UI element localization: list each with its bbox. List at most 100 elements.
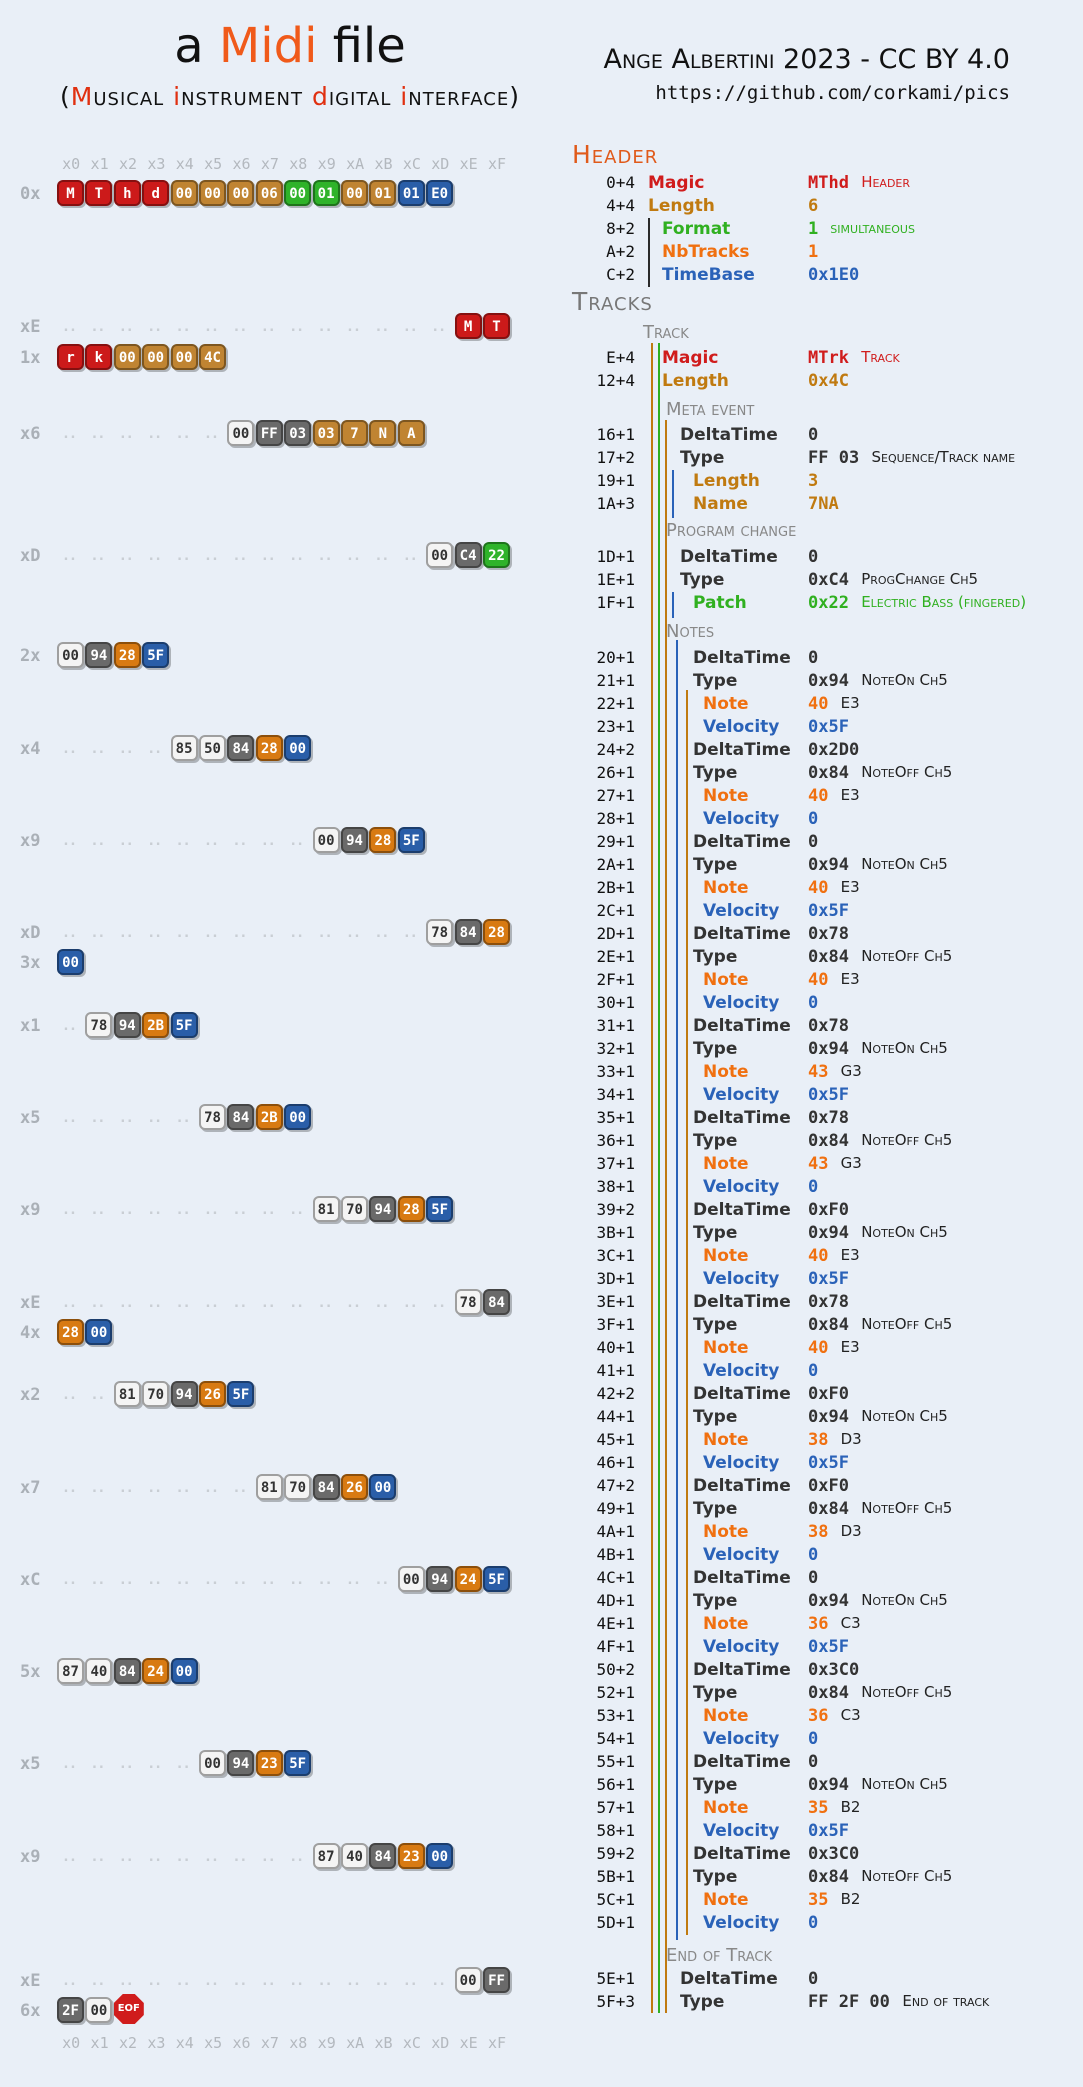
field-value: 1 bbox=[808, 219, 819, 239]
field-row: 30+1 Velocity 0 bbox=[560, 993, 1080, 1013]
empty-byte: .. bbox=[91, 834, 106, 849]
field-offset: 17+2 bbox=[596, 448, 635, 467]
field-name: DeltaTime bbox=[693, 832, 791, 852]
column-label: x9 bbox=[317, 2034, 336, 2052]
field-row: C+2 TimeBase 0x1E0 bbox=[560, 265, 1080, 285]
row-offset-label: xE bbox=[20, 1971, 41, 1991]
field-value: 0x84 bbox=[808, 947, 849, 967]
hex-byte: 28 bbox=[369, 827, 397, 853]
field-value: 0xF0 bbox=[808, 1200, 849, 1220]
hex-byte: 84 bbox=[369, 1843, 397, 1869]
field-comment: NoteOff Ch5 bbox=[861, 947, 953, 965]
field-comment: NoteOn Ch5 bbox=[861, 1407, 948, 1425]
empty-byte: .. bbox=[290, 1296, 305, 1311]
field-row: 4C+1 DeltaTime 0 bbox=[560, 1568, 1080, 1588]
field-offset: 4D+1 bbox=[596, 1591, 635, 1610]
empty-byte: .. bbox=[63, 320, 78, 335]
empty-byte: .. bbox=[148, 742, 163, 757]
section-program: Program change bbox=[666, 520, 797, 541]
field-row: 3C+1 Note 40 E3 bbox=[560, 1246, 1080, 1266]
empty-byte: .. bbox=[205, 1481, 220, 1496]
field-value: 0x5F bbox=[808, 1637, 849, 1657]
field-row: 34+1 Velocity 0x5F bbox=[560, 1085, 1080, 1105]
field-row: 20+1 DeltaTime 0 bbox=[560, 648, 1080, 668]
field-name: Velocity bbox=[703, 1177, 780, 1197]
field-row: 5B+1 Type 0x84 NoteOff Ch5 bbox=[560, 1867, 1080, 1887]
field-name: Note bbox=[703, 1614, 749, 1634]
empty-byte: .. bbox=[177, 1850, 192, 1865]
field-name: Length bbox=[693, 471, 760, 491]
hex-byte: 78 bbox=[199, 1104, 226, 1130]
column-label: xE bbox=[459, 2034, 478, 2052]
hex-byte: N bbox=[369, 420, 397, 446]
hex-byte: 00 bbox=[227, 180, 255, 206]
row-offset-label: xE bbox=[20, 317, 41, 337]
hex-byte: 00 bbox=[57, 642, 84, 668]
column-label: xD bbox=[431, 2034, 450, 2052]
field-row: 12+4 Length 0x4C bbox=[560, 371, 1080, 391]
field-value: MTrk bbox=[808, 348, 849, 368]
hex-byte: 00 bbox=[426, 542, 454, 568]
field-comment: NoteOn Ch5 bbox=[861, 671, 948, 689]
empty-byte: .. bbox=[319, 1296, 334, 1311]
column-label: x3 bbox=[147, 2034, 166, 2052]
field-name: Type bbox=[693, 1131, 738, 1151]
field-name: Type bbox=[680, 1992, 725, 2012]
field-row: 55+1 DeltaTime 0 bbox=[560, 1752, 1080, 1772]
field-offset: 5D+1 bbox=[596, 1913, 635, 1932]
field-value: 43 bbox=[808, 1154, 829, 1174]
hex-byte: 00 bbox=[426, 1843, 454, 1869]
field-offset: 4F+1 bbox=[596, 1637, 635, 1656]
empty-byte: .. bbox=[120, 1481, 135, 1496]
empty-byte: .. bbox=[375, 320, 390, 335]
field-value: 0x5F bbox=[808, 1269, 849, 1289]
field-value: FF 03 bbox=[808, 448, 860, 468]
field-comment: E3 bbox=[840, 1246, 860, 1264]
hex-byte: 78 bbox=[426, 919, 454, 945]
hex-byte: 06 bbox=[255, 180, 283, 206]
field-row: 22+1 Note 40 E3 bbox=[560, 694, 1080, 714]
field-offset: 31+1 bbox=[596, 1016, 635, 1035]
field-offset: 2B+1 bbox=[596, 878, 635, 897]
field-offset: 30+1 bbox=[596, 993, 635, 1012]
field-name: Note bbox=[703, 1706, 749, 1726]
field-value: 35 bbox=[808, 1798, 829, 1818]
field-comment: NoteOff Ch5 bbox=[861, 1499, 953, 1517]
field-offset: 24+2 bbox=[596, 740, 635, 759]
field-row: 44+1 Type 0x94 NoteOn Ch5 bbox=[560, 1407, 1080, 1427]
empty-byte: .. bbox=[91, 427, 106, 442]
field-value: 0x94 bbox=[808, 671, 849, 691]
subtitle-word-1: usical bbox=[93, 82, 174, 111]
hex-byte: 00 bbox=[454, 1967, 482, 1993]
empty-byte: .. bbox=[177, 1573, 192, 1588]
field-name: Velocity bbox=[703, 901, 780, 921]
row-offset-label: xD bbox=[20, 546, 41, 566]
field-offset: 40+1 bbox=[596, 1338, 635, 1357]
empty-byte: .. bbox=[262, 1573, 277, 1588]
empty-byte: .. bbox=[63, 1481, 78, 1496]
field-value: 0 bbox=[808, 809, 819, 829]
hex-byte: 00 bbox=[85, 1319, 113, 1345]
field-row: 4E+1 Note 36 C3 bbox=[560, 1614, 1080, 1634]
field-row: 19+1 Length 3 bbox=[560, 471, 1080, 491]
row-offset-label: x9 bbox=[20, 1847, 41, 1867]
field-comment: C3 bbox=[840, 1706, 861, 1724]
field-row: 1D+1 DeltaTime 0 bbox=[560, 547, 1080, 567]
field-name: Velocity bbox=[703, 1637, 780, 1657]
hex-byte: 00 bbox=[284, 1104, 312, 1130]
empty-byte: .. bbox=[205, 1573, 220, 1588]
column-label: xB bbox=[374, 2034, 393, 2052]
hex-byte: FF bbox=[483, 1967, 510, 1993]
field-value: 0x94 bbox=[808, 1407, 849, 1427]
column-label: x7 bbox=[260, 155, 279, 173]
hex-byte: 40 bbox=[341, 1843, 368, 1869]
field-comment: E3 bbox=[840, 970, 860, 988]
empty-byte: .. bbox=[120, 1296, 135, 1311]
empty-byte: .. bbox=[120, 427, 135, 442]
field-name: Type bbox=[693, 1591, 738, 1611]
empty-byte: .. bbox=[290, 549, 305, 564]
hex-byte: 24 bbox=[454, 1566, 482, 1592]
hex-byte: 84 bbox=[113, 1658, 141, 1684]
field-offset: 2C+1 bbox=[596, 901, 635, 920]
source-url[interactable]: https://github.com/corkami/pics bbox=[655, 82, 1010, 104]
